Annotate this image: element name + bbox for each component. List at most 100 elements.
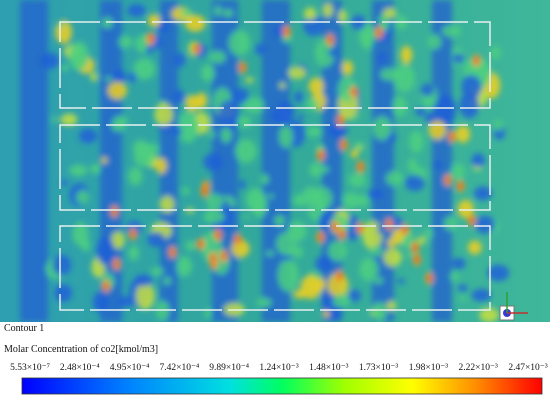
contour-blob: [372, 116, 392, 141]
contour-blob: [51, 116, 59, 123]
contour-blob: [287, 221, 307, 242]
contour-blob: [69, 164, 88, 177]
contour-blob: [52, 254, 72, 276]
contour-blob: [339, 231, 344, 238]
contour-blob: [104, 76, 113, 82]
contour-blob: [377, 29, 382, 36]
contour-blob: [245, 77, 254, 83]
contour-blob: [370, 246, 383, 257]
contour-blob: [239, 180, 246, 190]
contour-blob: [402, 226, 407, 233]
contour-blob: [383, 248, 402, 267]
colorbar-labels: 5.53×10⁻⁷ 2.48×10⁻⁴ 4.95×10⁻⁴ 7.42×10⁻⁴ 9.89…: [0, 362, 550, 374]
contour-blob: [306, 126, 322, 138]
contour-blob: [328, 240, 347, 262]
contour-blob: [427, 275, 432, 282]
contour-blob: [298, 113, 305, 121]
contour-blob: [433, 160, 442, 170]
contour-blob: [118, 35, 133, 49]
contour-blob: [104, 283, 109, 290]
contour-blob: [214, 5, 222, 17]
contour-blob: [487, 264, 510, 282]
contour-blob: [154, 103, 174, 127]
contour-blob: [279, 82, 286, 89]
contour-blob: [373, 277, 384, 284]
contour-blob: [89, 163, 101, 174]
contour-blob: [155, 157, 167, 174]
contour-blob: [300, 274, 322, 300]
contour-blob: [421, 83, 434, 97]
contour-blob: [112, 115, 129, 126]
contour-blob: [397, 278, 405, 285]
contour-blob: [274, 215, 285, 227]
contour-blob: [450, 163, 466, 180]
contour-blob: [235, 236, 240, 243]
contour-blob: [68, 41, 89, 71]
contour-blob: [331, 294, 350, 308]
contour-blob: [413, 244, 418, 251]
contour-blob: [424, 228, 433, 239]
contour-blob: [338, 117, 343, 124]
colorbar-label: 2.22×10⁻³: [458, 363, 498, 373]
contour-blob: [457, 284, 468, 292]
contour-blob: [184, 14, 206, 32]
contour-blob: [346, 223, 359, 241]
colorbar: [21, 377, 543, 395]
contour-blob: [367, 188, 384, 200]
contour-blob: [133, 58, 156, 80]
contour-blob: [459, 92, 480, 119]
contour-blob: [348, 173, 367, 187]
contour-blob: [471, 153, 486, 168]
colorbar-label: 1.73×10⁻³: [358, 363, 399, 373]
colorbar-gradient: [21, 377, 543, 395]
contour-blob: [172, 126, 182, 137]
contour-blob: [256, 297, 272, 308]
contour-blob: [349, 289, 361, 302]
contour-blob: [100, 157, 108, 164]
contour-blob: [265, 250, 275, 257]
contour-blob: [117, 296, 135, 308]
contour-blob: [196, 92, 208, 109]
contour-blob: [111, 231, 125, 249]
contour-blob: [467, 240, 482, 255]
contour-blob: [147, 14, 161, 27]
contour-blob: [92, 291, 109, 313]
contour-blob: [170, 249, 175, 256]
contour-blob: [358, 225, 363, 232]
contour-blob: [132, 139, 149, 157]
contour-blob: [107, 81, 128, 100]
contour-blob: [243, 215, 251, 219]
contour-blob: [414, 256, 419, 263]
contour-blob: [320, 293, 335, 304]
contour-blob: [341, 141, 346, 148]
contour-blob: [237, 115, 252, 129]
contour-blob: [450, 133, 455, 140]
contour-blob: [474, 57, 479, 64]
contour-blob: [181, 187, 190, 195]
contour-blob: [371, 302, 388, 322]
contour-blob: [383, 7, 397, 19]
contour-blob: [203, 210, 225, 224]
contour-blob: [417, 236, 426, 245]
colorbar-label: 2.48×10⁻⁴: [59, 363, 100, 373]
contour-blob: [354, 142, 363, 149]
contour-blob: [457, 199, 474, 219]
contour-blob: [79, 128, 98, 144]
contour-blob: [235, 139, 257, 164]
contour-blob: [134, 274, 154, 287]
contour-blob: [315, 255, 332, 272]
contour-blob: [159, 195, 175, 213]
contour-blob: [435, 94, 457, 126]
contour-blob: [387, 238, 396, 248]
contour-blob: [453, 53, 464, 64]
contour-blob: [101, 17, 113, 29]
contour-blob: [293, 193, 308, 207]
contour-blob: [308, 77, 324, 95]
contour-blob: [215, 231, 220, 238]
contour-blob: [473, 186, 492, 201]
colorbar-label: 1.98×10⁻³: [408, 363, 449, 373]
contour-title: Contour 1: [4, 323, 45, 334]
contour-blob: [449, 272, 459, 281]
contour-blob: [461, 74, 482, 100]
